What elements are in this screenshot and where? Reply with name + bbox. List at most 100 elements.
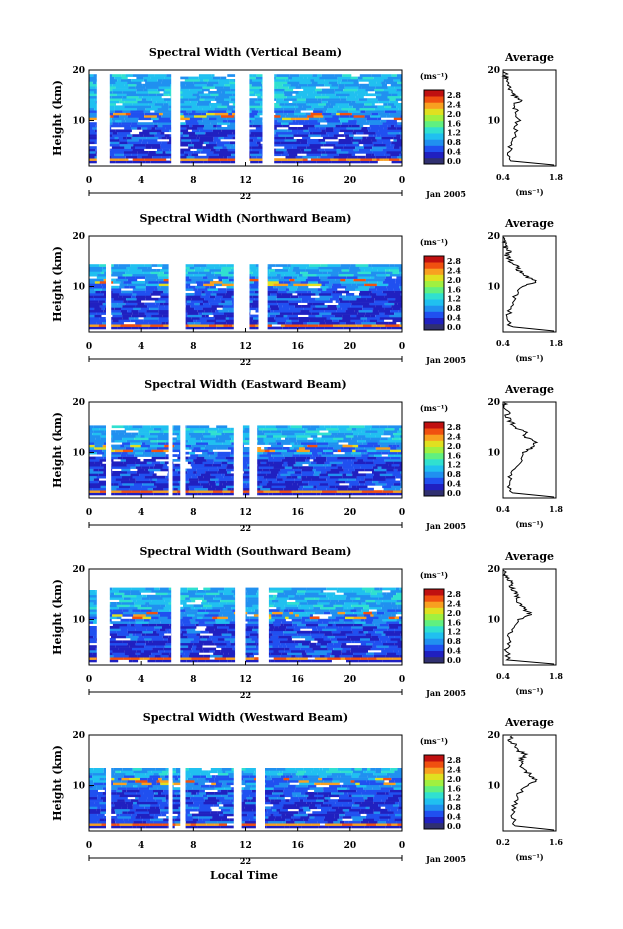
colorbar-swatch: [424, 589, 444, 596]
heatmap-cell: [112, 435, 126, 438]
heatmap-cell: [193, 81, 208, 85]
heatmap-cell: [337, 456, 349, 460]
heatmap-cell: [201, 112, 207, 116]
heatmap-cell: [144, 115, 157, 118]
heatmap-cell: [349, 425, 365, 429]
heatmap-cell: [223, 475, 232, 479]
heatmap-cell: [316, 160, 329, 164]
heatmap-cell: [387, 437, 393, 441]
heatmap-cell: [369, 604, 384, 608]
heatmap-cell: [208, 300, 222, 303]
heatmap-cell: [140, 439, 151, 443]
heatmap-cell: [145, 587, 154, 591]
heatmap-cell: [218, 590, 232, 593]
heatmap-cell: [102, 799, 108, 802]
heatmap-cell: [111, 461, 124, 465]
heatmap-cell: [143, 317, 159, 320]
heatmap-cell: [255, 324, 260, 327]
heatmap-cell: [308, 314, 316, 318]
heatmap-cell: [189, 480, 199, 484]
heatmap-cell: [303, 808, 311, 812]
heatmap-cell: [130, 638, 138, 641]
heatmap-cell: [132, 288, 146, 291]
heatmap-cell: [396, 110, 402, 113]
heatmap-cell: [124, 285, 130, 289]
heatmap-cell: [120, 454, 127, 457]
heatmap-cell: [277, 321, 286, 325]
heatmap-cell: [107, 98, 122, 101]
heatmap-cell: [308, 127, 316, 130]
heatmap-cell: [394, 616, 399, 620]
heatmap-cell: [214, 86, 224, 89]
heatmap-cell: [314, 611, 324, 615]
heatmap-cell: [280, 473, 291, 477]
heatmap-cell: [270, 307, 279, 311]
heatmap-cell: [177, 492, 181, 496]
heatmap-cell: [95, 437, 101, 441]
heatmap-cell: [334, 816, 340, 819]
heatmap-cell: [184, 792, 192, 795]
heatmap-cell: [298, 487, 303, 491]
heatmap-cell: [131, 490, 141, 493]
heatmap-cell: [388, 444, 393, 448]
heatmap-cell: [193, 264, 207, 267]
heatmap-cell: [301, 473, 314, 477]
heatmap-cell: [96, 451, 104, 455]
heatmap-cell: [263, 787, 274, 790]
heatmap-cell: [143, 792, 155, 795]
heatmap-cell: [347, 459, 352, 462]
heatmap-cell: [227, 659, 232, 663]
heatmap-cell: [89, 321, 97, 325]
heatmap-cell: [359, 594, 371, 598]
heatmap-cell: [322, 136, 338, 140]
heatmap-cell: [350, 657, 361, 660]
heatmap-cell: [89, 435, 101, 438]
heatmap-cell: [187, 789, 200, 793]
heatmap-cell: [386, 314, 390, 318]
heatmap-cell: [174, 801, 180, 805]
heatmap-cell: [142, 425, 151, 429]
heatmap-cell: [119, 823, 133, 826]
heatmap-cell: [328, 134, 334, 137]
heatmap-cell: [205, 628, 215, 632]
heatmap-cell: [275, 816, 282, 819]
heatmap-cell: [199, 129, 213, 133]
heatmap-cell: [261, 813, 271, 817]
avg-y-tick-label: 20: [487, 398, 500, 408]
heatmap-cell: [324, 796, 331, 800]
heatmap-cell: [309, 319, 319, 323]
heatmap-cell: [338, 302, 352, 306]
heatmap-cell: [365, 439, 371, 443]
heatmap-cell: [386, 471, 401, 474]
heatmap-cell: [271, 136, 286, 140]
heatmap-cell: [321, 83, 325, 87]
y-tick-label: 10: [72, 449, 85, 459]
heatmap-cell: [262, 816, 269, 819]
heatmap-cell: [324, 654, 331, 658]
heatmap-cell: [383, 103, 388, 106]
heatmap-cell: [352, 789, 357, 793]
heatmap-cell: [220, 650, 236, 653]
heatmap-cell: [119, 100, 125, 104]
heatmap-cell: [158, 276, 170, 279]
heatmap-cell: [289, 825, 302, 829]
heatmap-cell: [373, 76, 380, 80]
heatmap-cell: [109, 131, 113, 135]
heatmap-cell: [282, 463, 288, 467]
heatmap-cell: [141, 650, 144, 653]
heatmap-cell: [276, 442, 282, 445]
heatmap-cell: [267, 451, 282, 455]
heatmap-cell: [294, 789, 308, 793]
heatmap-cell: [385, 276, 392, 279]
heatmap-cell: [339, 300, 350, 303]
x-tick-label: 20: [344, 342, 357, 352]
heatmap-cell: [254, 468, 263, 472]
heatmap-cell: [374, 107, 390, 111]
heatmap-cell: [379, 816, 391, 819]
heatmap-cell: [157, 122, 172, 125]
colorbar-tick-label: 0.4: [447, 147, 461, 157]
heatmap-cell: [310, 425, 320, 429]
heatmap-cell: [311, 823, 320, 826]
heatmap-cell: [216, 293, 226, 296]
heatmap-cell: [258, 143, 262, 147]
